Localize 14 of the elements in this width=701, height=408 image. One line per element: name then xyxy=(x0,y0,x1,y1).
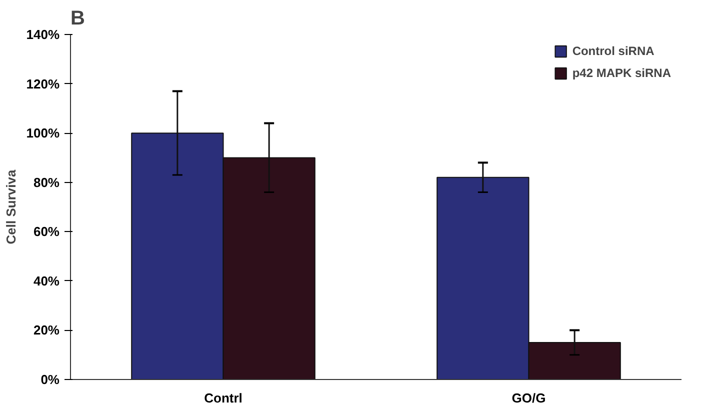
legend-label: Control siRNA xyxy=(572,44,654,58)
chart-title: B xyxy=(70,8,85,30)
y-tick-label: 120% xyxy=(26,76,60,92)
y-tick-label: 100% xyxy=(26,126,60,141)
x-tick-label: Contrl xyxy=(204,390,242,406)
y-tick-label: 60% xyxy=(33,224,60,240)
y-axis-title: Cell Surviva xyxy=(3,169,18,244)
y-tick-label: 20% xyxy=(33,322,60,338)
y-tick-label: 80% xyxy=(33,174,60,190)
x-tick-label: GO/G xyxy=(512,390,546,406)
y-tick-label: 40% xyxy=(33,273,60,288)
y-tick-label: 140% xyxy=(26,27,60,42)
legend-label: p42 MAPK siRNA xyxy=(572,66,671,80)
y-tick-label: 0% xyxy=(40,372,60,387)
